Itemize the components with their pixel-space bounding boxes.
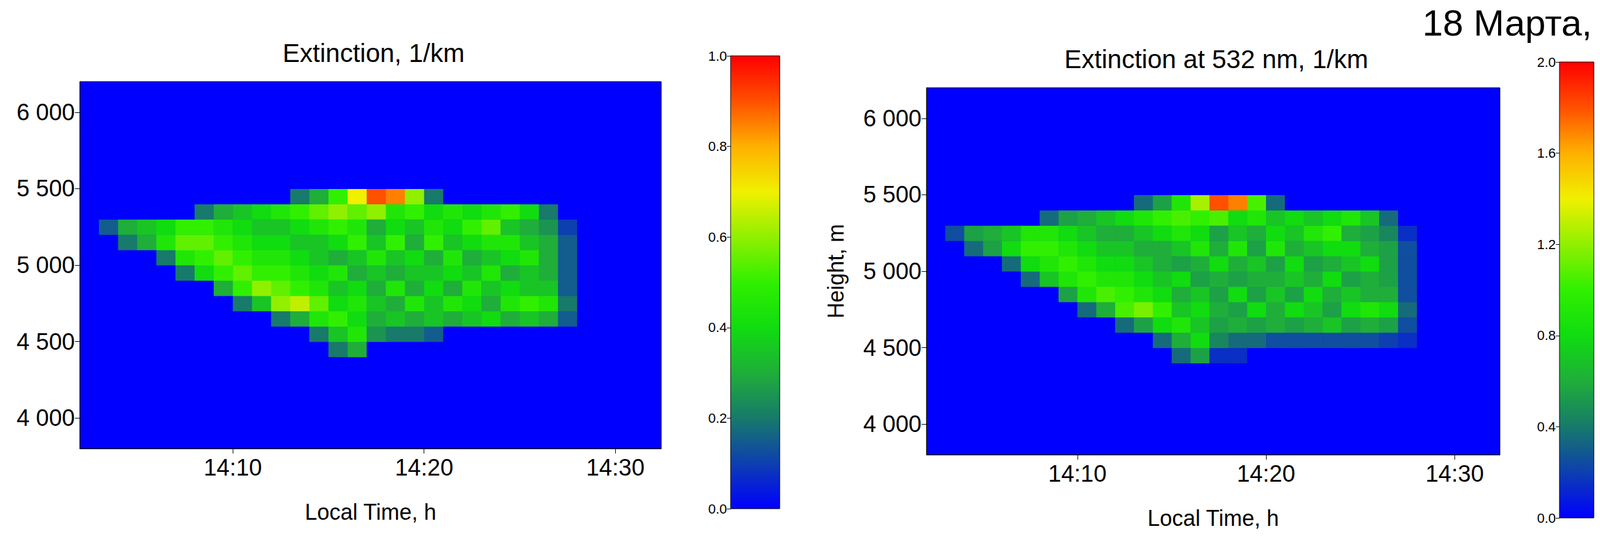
svg-text:Local Time, h: Local Time, h bbox=[1147, 505, 1279, 532]
svg-text:0.8: 0.8 bbox=[1536, 327, 1556, 344]
svg-text:0.0: 0.0 bbox=[1536, 510, 1556, 527]
svg-text:Extinction, 1/km: Extinction, 1/km bbox=[282, 38, 465, 68]
svg-text:14:20: 14:20 bbox=[1236, 461, 1295, 487]
svg-text:4 000: 4 000 bbox=[863, 411, 922, 438]
svg-text:0.4: 0.4 bbox=[707, 319, 727, 336]
svg-text:14:10: 14:10 bbox=[203, 454, 263, 481]
svg-text:Extinction at 532 nm, 1/km: Extinction at 532 nm, 1/km bbox=[1064, 44, 1369, 74]
svg-text:18 Марта,: 18 Марта, bbox=[1422, 2, 1593, 44]
svg-text:4 500: 4 500 bbox=[863, 335, 922, 362]
svg-text:0.0: 0.0 bbox=[707, 501, 727, 517]
svg-text:5 000: 5 000 bbox=[863, 258, 922, 285]
svg-text:1.6: 1.6 bbox=[1536, 145, 1556, 161]
svg-text:5 000: 5 000 bbox=[16, 252, 75, 279]
svg-text:14:30: 14:30 bbox=[586, 454, 645, 481]
svg-text:14:30: 14:30 bbox=[1425, 461, 1484, 487]
svg-text:5 500: 5 500 bbox=[16, 175, 75, 202]
svg-text:Local Time, h: Local Time, h bbox=[304, 499, 436, 525]
svg-text:Height, m: Height, m bbox=[823, 224, 849, 319]
svg-text:1.0: 1.0 bbox=[707, 48, 727, 64]
svg-text:6 000: 6 000 bbox=[16, 99, 75, 126]
svg-text:0.4: 0.4 bbox=[1536, 419, 1556, 435]
svg-text:0.2: 0.2 bbox=[707, 410, 727, 427]
svg-text:5 500: 5 500 bbox=[863, 181, 922, 208]
svg-text:14:10: 14:10 bbox=[1048, 461, 1107, 487]
svg-text:0.8: 0.8 bbox=[707, 138, 727, 155]
svg-text:6 000: 6 000 bbox=[863, 105, 922, 132]
svg-text:14:20: 14:20 bbox=[394, 454, 454, 481]
svg-text:0.6: 0.6 bbox=[707, 229, 727, 245]
svg-text:2.0: 2.0 bbox=[1536, 54, 1556, 70]
svg-text:4 000: 4 000 bbox=[16, 405, 75, 432]
svg-text:1.2: 1.2 bbox=[1536, 236, 1556, 253]
svg-text:4 500: 4 500 bbox=[16, 329, 75, 355]
